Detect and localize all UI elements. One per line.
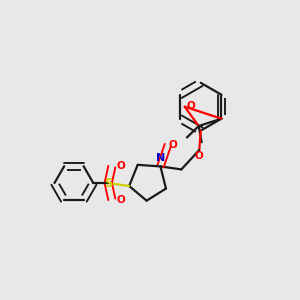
- Text: O: O: [187, 101, 196, 111]
- Text: O: O: [116, 195, 125, 205]
- Text: N: N: [156, 153, 166, 163]
- Text: O: O: [169, 140, 178, 150]
- Text: O: O: [116, 161, 125, 171]
- Text: S: S: [104, 176, 112, 190]
- Text: O: O: [195, 151, 204, 161]
